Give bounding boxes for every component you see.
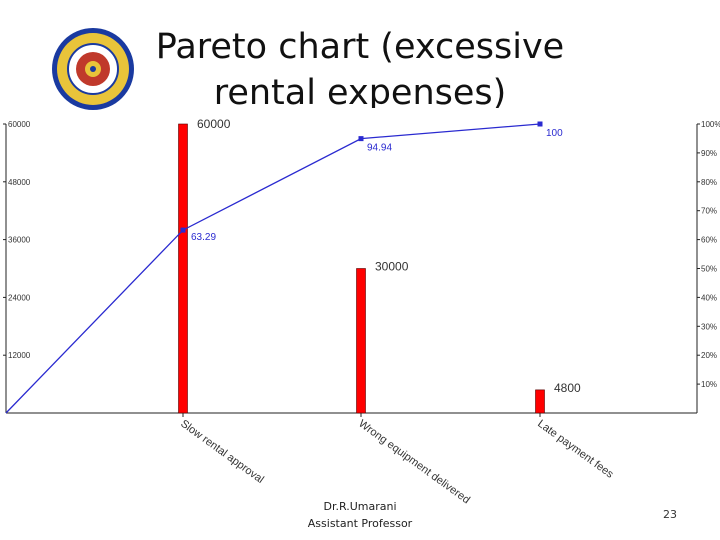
y2-tick-label: 90% — [701, 149, 717, 158]
y2-tick-label: 100% — [701, 120, 720, 129]
y-tick-label: 24000 — [8, 293, 31, 302]
slide-title: Pareto chart (excessive rental expenses) — [155, 27, 565, 108]
footer-author: Dr.R.Umarani Assistant Professor — [280, 498, 440, 532]
y-tick-label: 60000 — [8, 120, 31, 129]
y2-tick-label: 80% — [701, 178, 717, 187]
cumulative-point — [537, 121, 543, 127]
y2-tick-label: 60% — [701, 236, 717, 245]
institute-logo — [50, 26, 136, 112]
y-tick-label: 12000 — [8, 351, 31, 360]
cumulative-point — [180, 227, 186, 233]
bar-value-label: 60000 — [197, 117, 231, 131]
cumulative-line — [5, 123, 541, 414]
y-tick-label: 36000 — [8, 236, 31, 245]
category-label: Late payment fees — [535, 418, 616, 481]
cumulative-label: 100 — [546, 128, 563, 139]
bar-value-label: 4800 — [554, 381, 581, 395]
category-label: Slow rental approval — [178, 418, 266, 486]
author-role: Assistant Professor — [307, 517, 413, 530]
y-tick-label: 48000 — [8, 178, 31, 187]
y2-tick-label: 20% — [701, 351, 717, 360]
author-name: Dr.R.Umarani — [323, 500, 397, 513]
category-label: Wrong equipment delivered — [356, 418, 472, 507]
cumulative-label: 94.94 — [367, 143, 392, 154]
y2-tick-label: 40% — [701, 293, 717, 302]
y2-tick-label: 50% — [701, 265, 717, 274]
bar — [356, 268, 366, 414]
page-number: 23 — [663, 508, 677, 521]
bar — [178, 123, 188, 414]
bar — [535, 389, 545, 414]
cumulative-label: 63.29 — [191, 232, 216, 243]
bar-value-label: 30000 — [375, 260, 409, 274]
y2-tick-label: 70% — [701, 207, 717, 216]
y2-tick-label: 10% — [701, 380, 717, 389]
y2-tick-label: 30% — [701, 322, 717, 331]
cumulative-point — [358, 136, 364, 142]
